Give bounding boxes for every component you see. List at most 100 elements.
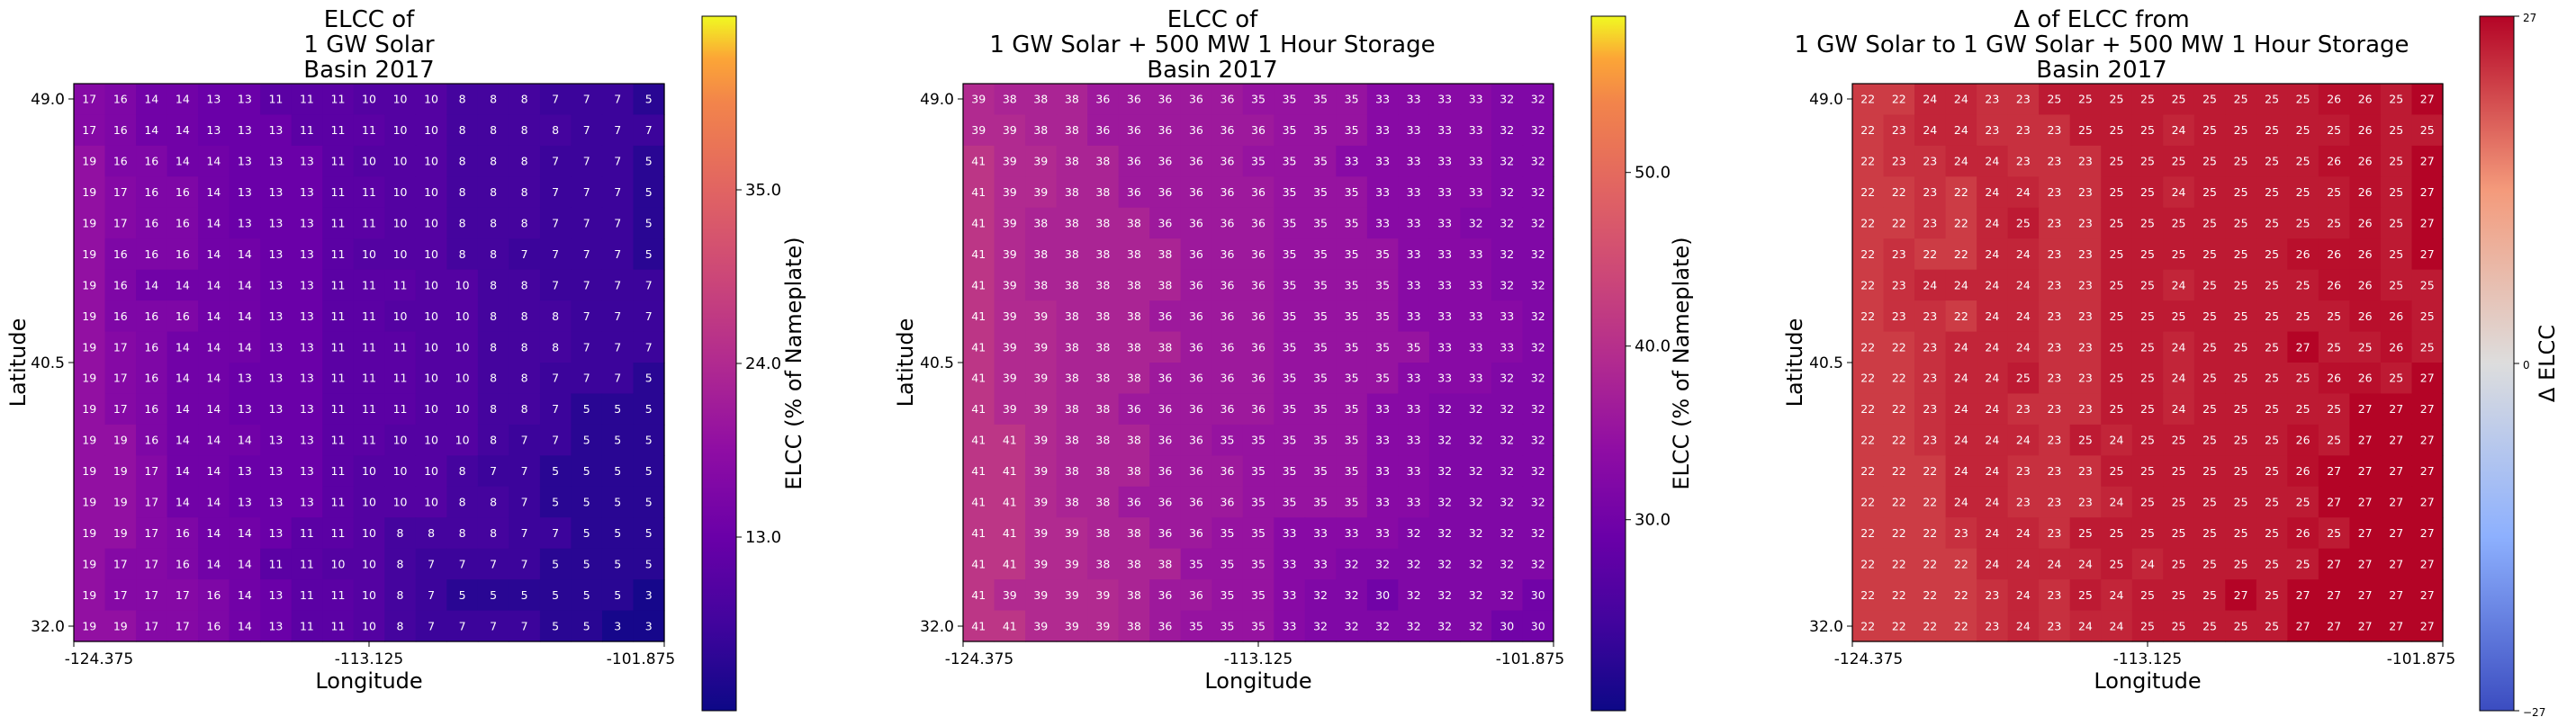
cell-value-label: 24 — [2172, 278, 2186, 291]
cell-value-label: 16 — [176, 247, 190, 261]
heatmap-cell — [571, 363, 603, 395]
heatmap-cell — [1211, 84, 1244, 116]
cell-value-label: 24 — [1954, 123, 1968, 137]
cell-value-label: 25 — [2172, 496, 2186, 509]
heatmap-cell — [1211, 363, 1244, 395]
heatmap-cell — [136, 207, 168, 239]
heatmap-cell — [446, 610, 479, 642]
cell-value-label: 33 — [1313, 557, 1328, 570]
heatmap-cell — [601, 548, 635, 580]
cell-value-label: 32 — [1469, 434, 1483, 447]
cell-value-label: 22 — [1892, 185, 1906, 199]
heatmap-cell — [1336, 331, 1368, 363]
cell-value-label: 5 — [614, 557, 621, 570]
cell-value-label: 25 — [2265, 123, 2279, 137]
heatmap-cell — [539, 269, 572, 301]
cell-value-label: 17 — [113, 557, 128, 570]
cell-value-label: 10 — [393, 496, 408, 509]
cell-value-label: 36 — [1251, 278, 1265, 291]
heatmap-cell — [167, 238, 199, 271]
cell-value-label: 36 — [1220, 496, 1235, 509]
cell-value-label: 5 — [583, 496, 590, 509]
cell-value-label: 13 — [300, 185, 314, 199]
heatmap-cell — [1522, 207, 1554, 239]
heatmap-cell — [1428, 331, 1462, 363]
cell-value-label: 27 — [2296, 619, 2310, 632]
cell-value-label: 25 — [2389, 217, 2403, 230]
heatmap-cell — [1491, 84, 1524, 116]
cell-value-label: 24 — [1985, 247, 1999, 261]
cell-value-label: 32 — [1345, 588, 1359, 602]
heatmap-cell — [1460, 300, 1492, 333]
heatmap-cell — [1087, 331, 1120, 363]
cell-value-label: 39 — [971, 93, 986, 106]
cell-value-label: 10 — [362, 557, 376, 570]
cell-value-label: 5 — [583, 526, 590, 540]
cell-value-label: 10 — [424, 123, 438, 137]
cell-value-label: 11 — [268, 557, 283, 570]
cell-value-label: 32 — [1469, 557, 1483, 570]
heatmap-cell — [322, 207, 355, 239]
heatmap-cell — [198, 486, 230, 518]
cell-value-label: 25 — [2327, 185, 2341, 199]
cell-value-label: 25 — [2140, 309, 2155, 323]
heatmap-cell — [1428, 269, 1462, 301]
cell-value-label: 7 — [552, 93, 559, 106]
cell-value-label: 25 — [2172, 464, 2186, 478]
heatmap-cell — [1056, 207, 1088, 239]
cell-value-label: 23 — [2016, 123, 2031, 137]
heatmap-cell — [74, 610, 106, 642]
cell-value-label: 41 — [971, 557, 986, 570]
heatmap-cell — [994, 145, 1026, 177]
heatmap-cell — [1304, 176, 1337, 209]
heatmap-cell — [1025, 331, 1058, 363]
cell-value-label: 25 — [2140, 464, 2155, 478]
cell-value-label: 13 — [300, 247, 314, 261]
cell-value-label: 11 — [362, 123, 376, 137]
x-tick-label: -124.375 — [65, 650, 133, 668]
cell-value-label: 38 — [1065, 434, 1079, 447]
cell-value-label: 11 — [331, 155, 346, 168]
heatmap-cell — [1366, 363, 1399, 395]
heatmap-cell — [1242, 207, 1274, 239]
cell-value-label: 36 — [1220, 340, 1235, 354]
cell-value-label: 11 — [331, 278, 346, 291]
cell-value-label: 17 — [144, 496, 158, 509]
cell-value-label: 8 — [490, 278, 497, 291]
cell-value-label: 10 — [424, 247, 438, 261]
heatmap-cell — [384, 455, 417, 488]
cell-value-label: 25 — [2265, 278, 2279, 291]
cell-value-label: 11 — [362, 372, 376, 385]
cell-value-label: 11 — [331, 402, 346, 416]
cell-value-label: 13 — [238, 402, 252, 416]
cell-value-label: 5 — [614, 464, 621, 478]
cell-value-label: 5 — [552, 464, 559, 478]
heatmap-cell — [74, 486, 106, 518]
heatmap-cell — [1118, 114, 1150, 147]
cell-value-label: 13 — [268, 247, 283, 261]
heatmap-cell — [415, 300, 447, 333]
cell-value-label: 10 — [424, 155, 438, 168]
heatmap-cell — [353, 176, 385, 209]
y-tick-label: 49.0 — [1809, 91, 1843, 109]
cell-value-label: 39 — [1033, 402, 1048, 416]
cell-value-label: 27 — [2358, 496, 2373, 509]
heatmap-cell — [633, 548, 665, 580]
cell-value-label: 25 — [2202, 278, 2217, 291]
heatmap-cell — [1149, 145, 1182, 177]
cell-value-label: 33 — [1469, 372, 1483, 385]
cell-value-label: 25 — [2110, 402, 2124, 416]
cell-value-label: 39 — [1033, 340, 1048, 354]
cell-value-label: 8 — [521, 217, 528, 230]
heatmap-cell — [260, 424, 293, 456]
cell-value-label: 27 — [2420, 557, 2435, 570]
heatmap-cell — [601, 363, 635, 395]
heatmap-cell — [1274, 176, 1306, 209]
cell-value-label: 7 — [490, 619, 497, 632]
cell-value-label: 16 — [176, 185, 190, 199]
cell-value-label: 7 — [645, 340, 653, 354]
cell-value-label: 17 — [113, 402, 128, 416]
cell-value-label: 24 — [1954, 496, 1968, 509]
cell-value-label: 25 — [2265, 496, 2279, 509]
cell-value-label: 33 — [1407, 123, 1421, 137]
